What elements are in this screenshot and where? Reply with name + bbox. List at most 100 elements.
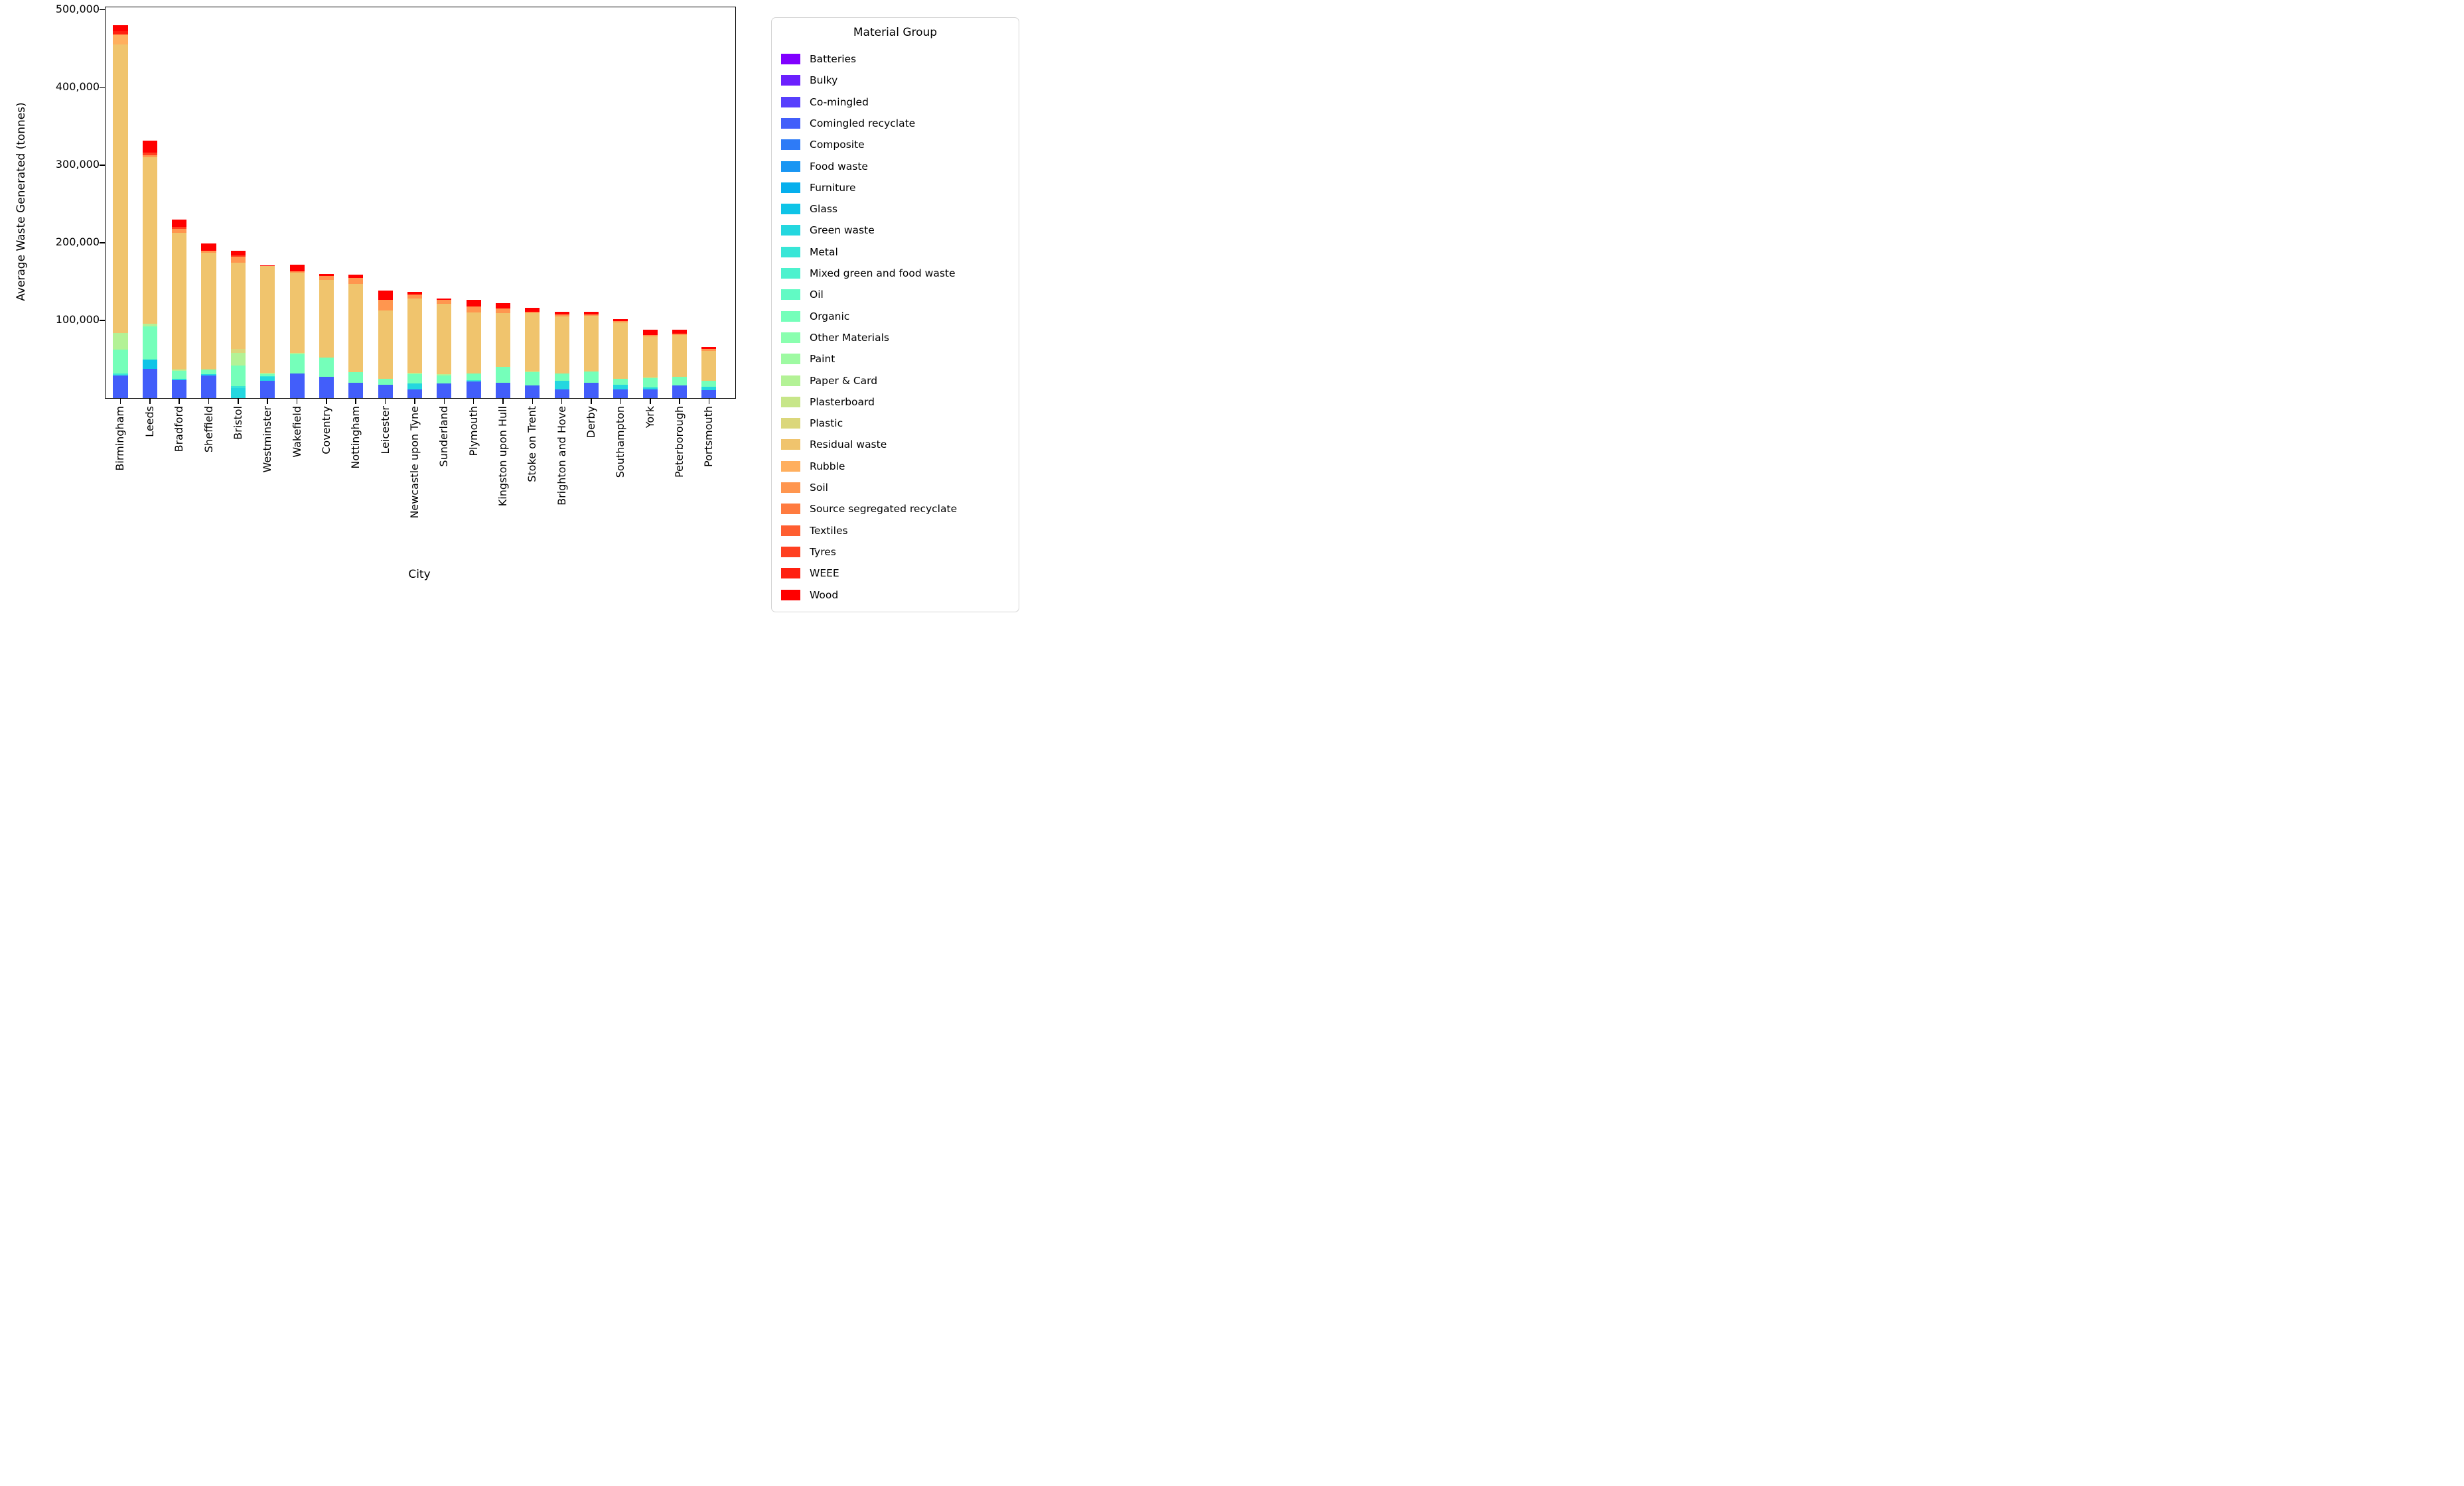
bar-Bristol [230,7,246,398]
bar-segment-Soil [583,314,599,316]
bar-Plymouth [466,7,481,398]
bar-segment-Wood [230,250,246,255]
bar-segment-Paper & Card [142,323,157,326]
bar-segment-Organic [142,326,157,360]
legend-item-Paper & Card: Paper & Card [781,370,1013,391]
bar-segment-Comingled recyclate [554,389,569,398]
bar-segment-Organic [495,367,511,383]
bar-segment-Soil [672,333,688,336]
bar-Brighton and Hove [554,7,569,398]
x-tick-label-Portsmouth: Portsmouth [702,406,715,467]
bar-segment-Residual waste [613,322,628,379]
legend-item-Mixed green and food waste: Mixed green and food waste [781,263,1013,284]
x-tick-label-Brighton and Hove: Brighton and Hove [555,406,568,506]
bar-segment-Organic [319,358,334,377]
x-tick-Wakefield [296,399,298,404]
legend-item-Organic: Organic [781,306,1013,327]
legend-item-label: Bulky [810,74,838,87]
bar-segment-Paper & Card [230,352,246,366]
legend-item-label: Green waste [810,224,875,237]
x-tick-Derby [591,399,592,404]
bar-York [642,7,658,398]
bar-Bradford [172,7,187,398]
bar-segment-Metal [466,380,481,382]
x-tick-Plymouth [472,399,474,404]
legend-item-Food waste: Food waste [781,156,1013,177]
bar-segment-Paper & Card [260,372,275,375]
x-tick-label-Coventry: Coventry [319,406,332,454]
x-tick-Nottingham [355,399,357,404]
legend-item-label: Other Materials [810,331,889,344]
x-tick-Leicester [384,399,386,404]
legend-swatch-icon [781,418,800,429]
legend-item-label: Paper & Card [810,374,878,387]
x-tick-Sheffield [208,399,210,404]
legend-item-Soil: Soil [781,477,1013,498]
bar-segment-Comingled recyclate [260,381,275,398]
bar-segment-Soil [142,155,157,157]
legend-item-label: Comingled recyclate [810,117,916,129]
bar-segment-Paper & Card [407,372,422,374]
y-tick-300,000 [100,164,105,166]
bar-segment-Organic [701,380,717,387]
bar-segment-Organic [437,375,452,383]
legend-item-label: Rubble [810,460,845,472]
legend-item-WEEE: WEEE [781,563,1013,584]
x-tick-Bradford [179,399,180,404]
legend-swatch-icon [781,439,800,450]
bar-segment-Paper & Card [113,332,128,350]
bar-segment-Wood [642,329,658,335]
legend-item-label: Organic [810,310,850,322]
bar-Sheffield [201,7,216,398]
legend-item-label: Wood [810,588,839,601]
bar-segment-Soil [348,278,364,285]
legend-item-label: Soil [810,482,828,494]
bar-segment-Green waste [613,384,628,389]
bar-segment-Residual waste [583,315,599,372]
bar-segment-Organic [260,374,275,376]
legend-item-Textiles: Textiles [781,520,1013,541]
legend-swatch-icon [781,310,800,322]
x-tick-label-Southampton: Southampton [614,406,627,478]
bar-segment-Wood [319,273,334,276]
x-tick-Coventry [326,399,327,404]
bar-segment-Residual waste [701,350,717,381]
legend-swatch-icon [781,246,800,257]
plot-area [100,7,736,404]
bar-segment-Comingled recyclate [407,389,422,398]
bar-segment-Residual waste [348,284,364,372]
bar-segment-Metal [113,373,128,376]
legend-item-label: Batteries [810,53,857,65]
bar-segment-Comingled recyclate [672,385,688,398]
x-tick-label-Birmingham: Birmingham [113,406,127,471]
legend-swatch-icon [781,396,800,407]
bar-segment-Green waste [230,387,246,398]
legend-item-Co-mingled: Co-mingled [781,92,1013,113]
bar-segment-Green waste [201,373,216,376]
bar-segment-Comingled recyclate [201,375,216,398]
figure: Average Waste Generated (tonnes) 100,000… [0,0,1027,619]
x-tick-York [649,399,651,404]
x-tick-label-Nottingham: Nottingham [349,406,362,469]
x-tick-label-Newcastle upon Tyne: Newcastle upon Tyne [407,406,421,519]
legend-swatch-icon [781,54,800,64]
x-tick-label-Kingston upon Hull: Kingston upon Hull [496,406,509,507]
legend-swatch-icon [781,568,800,579]
bar-segment-Organic [113,350,128,373]
x-tick-label-Leicester: Leicester [378,406,392,454]
bar-segment-Wood [348,274,364,279]
bar-segment-Organic [613,379,628,385]
x-tick-label-Sunderland: Sunderland [437,406,451,467]
legend-swatch-icon [781,375,800,386]
legend-item-Tyres: Tyres [781,541,1013,563]
bar-segment-Wood [407,291,422,295]
bar-segment-Soil [172,228,187,233]
legend-swatch-icon [781,96,800,107]
bar-Nottingham [348,7,364,398]
legend-item-label: Composite [810,139,865,151]
bar-segment-Soil [289,271,305,273]
y-tick-label: 200,000 [55,235,100,248]
x-tick-label-Bristol: Bristol [231,406,244,440]
bar-segment-Comingled recyclate [348,383,364,398]
bar-segment-Wood [525,308,540,312]
